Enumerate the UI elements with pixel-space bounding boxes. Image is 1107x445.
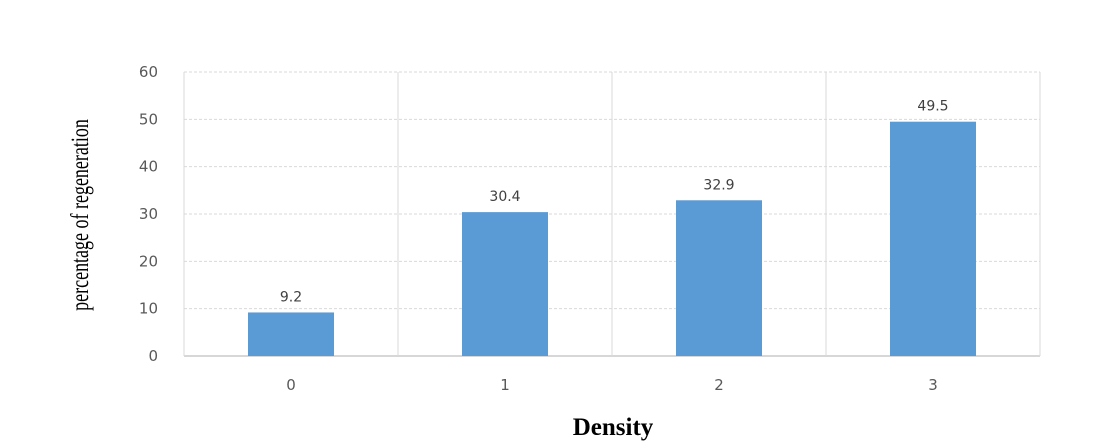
x-axis-tick-labels: 0 1 2 3 xyxy=(286,376,938,394)
bar-3 xyxy=(890,121,976,356)
x-tick-label: 0 xyxy=(286,376,296,394)
x-tick-label: 2 xyxy=(714,376,724,394)
bars xyxy=(248,121,976,356)
y-axis-title: percentage of regeneration xyxy=(66,119,94,311)
data-labels: 9.2 30.4 32.9 49.5 xyxy=(280,99,949,306)
x-axis-title: Density xyxy=(573,414,654,441)
bar-2 xyxy=(676,200,762,356)
bar-0 xyxy=(248,312,334,356)
data-label-3: 49.5 xyxy=(917,99,948,115)
data-label-2: 32.9 xyxy=(703,177,734,193)
y-tick-label: 40 xyxy=(139,158,158,176)
data-label-0: 9.2 xyxy=(280,289,302,305)
y-tick-label: 0 xyxy=(148,347,158,365)
y-tick-label: 10 xyxy=(139,300,158,318)
data-label-1: 30.4 xyxy=(489,189,520,205)
y-tick-label: 20 xyxy=(139,252,158,270)
x-tick-label: 3 xyxy=(928,376,938,394)
bar-1 xyxy=(462,212,548,356)
x-tick-label: 1 xyxy=(500,376,510,394)
y-axis-tick-labels: 0 10 20 30 40 50 60 xyxy=(139,63,158,365)
y-tick-label: 30 xyxy=(139,205,158,223)
y-tick-label: 50 xyxy=(139,110,158,128)
y-tick-label: 60 xyxy=(139,63,158,81)
